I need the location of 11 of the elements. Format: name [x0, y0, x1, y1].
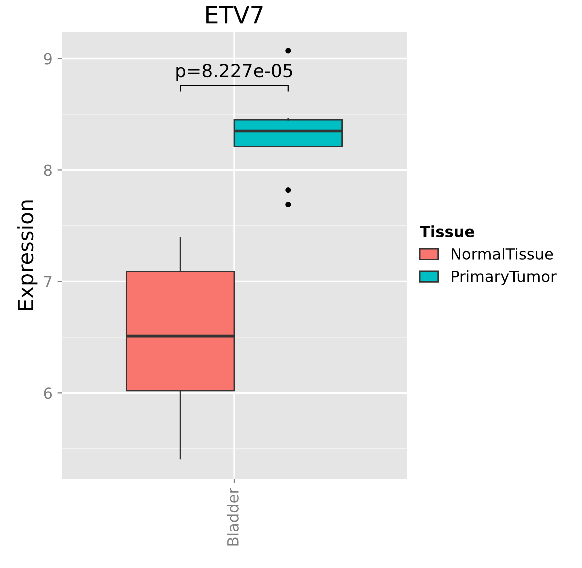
y-axis-title: Expression: [18, 200, 38, 310]
y-tick-label: 7: [44, 276, 52, 288]
x-tick-label: Bladder: [227, 488, 239, 546]
legend-label: NormalTissue: [452, 248, 554, 260]
chart-title: ETV7: [206, 6, 263, 24]
y-tick-label: 9: [44, 53, 52, 65]
annotation: p=8.227e-05: [176, 64, 292, 82]
legend-label: PrimaryTumor: [452, 270, 557, 286]
y-tick-label: 6: [44, 388, 52, 400]
y-tick-label: 8: [44, 164, 52, 176]
legend-title: Tissue: [420, 226, 474, 238]
